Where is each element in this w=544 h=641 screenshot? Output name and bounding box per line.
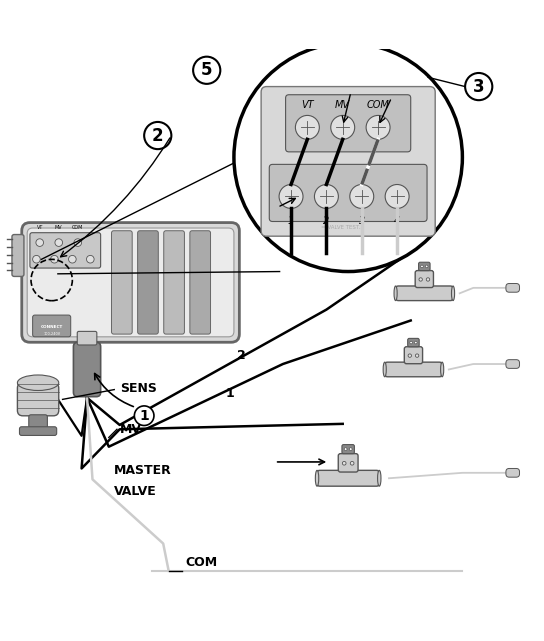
FancyBboxPatch shape [415,271,434,288]
FancyBboxPatch shape [404,347,423,363]
Text: VALVE: VALVE [114,485,157,498]
Ellipse shape [441,362,444,377]
Ellipse shape [394,286,397,301]
Text: = VALVE TEST...: = VALVE TEST... [321,225,364,230]
Circle shape [426,278,430,281]
Ellipse shape [378,470,381,486]
Text: 1: 1 [139,409,149,422]
FancyBboxPatch shape [317,470,379,486]
Text: COM: COM [72,225,83,230]
FancyBboxPatch shape [77,331,97,345]
Text: COM: COM [185,556,217,569]
Circle shape [314,185,338,208]
Ellipse shape [452,286,455,301]
Text: 1: 1 [288,215,294,226]
Circle shape [421,265,423,268]
Text: 3: 3 [473,78,485,96]
Circle shape [51,255,58,263]
FancyBboxPatch shape [22,222,239,342]
FancyBboxPatch shape [112,231,132,334]
FancyBboxPatch shape [29,415,47,428]
FancyBboxPatch shape [30,233,101,268]
Text: COM: COM [367,100,390,110]
Circle shape [134,406,154,426]
Circle shape [86,255,94,263]
Text: 4: 4 [394,215,400,226]
FancyBboxPatch shape [261,87,435,236]
Text: 5: 5 [201,62,213,79]
Circle shape [350,185,374,208]
Circle shape [408,354,411,357]
Text: MASTER: MASTER [114,463,172,477]
Circle shape [36,239,44,246]
Circle shape [385,185,409,208]
Text: 100-240V: 100-240V [43,331,60,335]
Text: MV: MV [335,100,350,110]
FancyBboxPatch shape [407,338,419,347]
Text: MV: MV [55,225,63,230]
Text: SENS: SENS [120,382,157,395]
FancyBboxPatch shape [138,231,158,334]
FancyBboxPatch shape [17,383,59,416]
FancyBboxPatch shape [12,235,24,276]
Circle shape [410,341,412,344]
Circle shape [69,255,76,263]
FancyBboxPatch shape [506,360,520,369]
FancyBboxPatch shape [190,231,211,334]
FancyBboxPatch shape [269,164,427,222]
FancyBboxPatch shape [20,427,57,435]
Circle shape [415,341,417,344]
FancyBboxPatch shape [338,454,358,472]
Text: MV: MV [120,423,141,436]
Circle shape [234,43,462,272]
FancyBboxPatch shape [286,95,411,152]
Circle shape [193,56,220,84]
Circle shape [331,115,355,139]
FancyBboxPatch shape [27,228,234,337]
Circle shape [344,447,347,451]
FancyBboxPatch shape [418,262,430,271]
Circle shape [419,278,422,281]
FancyBboxPatch shape [395,286,453,301]
Text: 3: 3 [358,215,365,226]
Circle shape [144,122,171,149]
FancyBboxPatch shape [385,362,442,377]
FancyBboxPatch shape [73,342,101,397]
Circle shape [33,255,40,263]
Ellipse shape [17,375,59,390]
Circle shape [350,462,354,465]
Circle shape [349,447,352,451]
Circle shape [366,115,390,139]
Text: 2: 2 [237,349,245,362]
Ellipse shape [316,470,319,486]
FancyBboxPatch shape [33,315,71,337]
Circle shape [416,354,419,357]
FancyBboxPatch shape [342,445,354,454]
Circle shape [55,239,63,246]
Ellipse shape [383,362,386,377]
Text: 2: 2 [323,215,330,226]
Text: 2: 2 [152,126,164,144]
Circle shape [279,185,303,208]
Text: CONNECT: CONNECT [41,325,63,329]
Text: VT: VT [301,100,314,110]
FancyBboxPatch shape [506,469,520,477]
Circle shape [465,73,492,100]
Circle shape [74,239,82,246]
Circle shape [425,265,428,268]
Circle shape [295,115,319,139]
Text: VT: VT [36,225,43,230]
FancyBboxPatch shape [164,231,184,334]
Text: 1: 1 [226,387,234,401]
FancyBboxPatch shape [506,283,520,292]
Circle shape [342,462,346,465]
